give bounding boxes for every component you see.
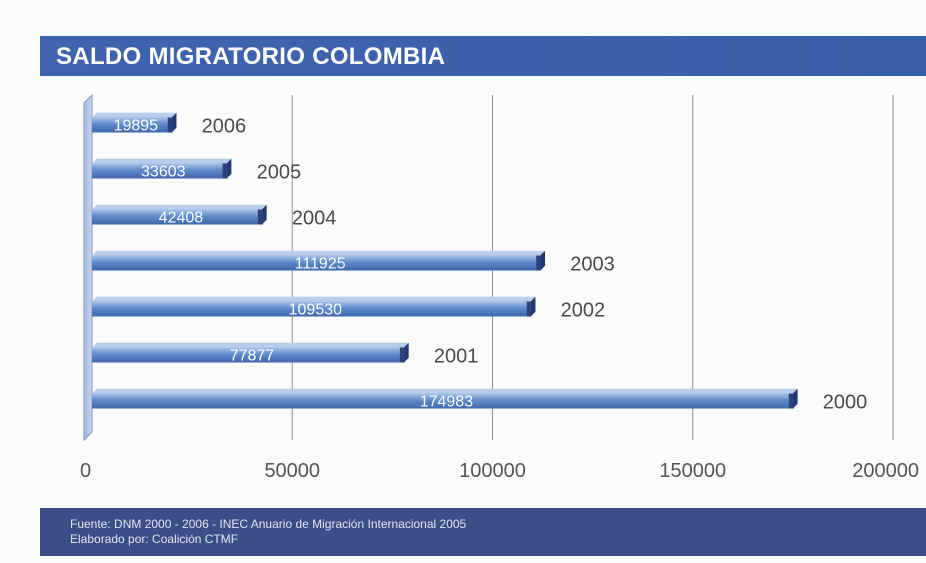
- x-tick-label: 200000: [852, 460, 919, 482]
- bar-end-cap: [261, 204, 267, 225]
- data-label: 111925: [295, 256, 346, 273]
- y-axis-wall: [83, 93, 93, 442]
- bar-2006: 19895 2006: [92, 112, 247, 138]
- bar-2005: 33603 2005: [92, 158, 302, 184]
- x-tick-label: 0: [80, 460, 91, 482]
- data-label: 77877: [230, 348, 275, 365]
- bar-end-shade: [536, 255, 542, 271]
- bar-front-face: [92, 209, 262, 225]
- data-label: 109530: [289, 302, 342, 319]
- bar-top-face: [92, 158, 232, 164]
- bar-top-face: [92, 250, 546, 256]
- category-label: 2000: [823, 392, 868, 414]
- data-label: 174983: [420, 394, 473, 411]
- bar-front-face: [92, 163, 227, 179]
- bar-end-cap: [403, 342, 409, 363]
- footer-source: Fuente: DNM 2000 - 2006 - INEC Anuario d…: [70, 517, 467, 531]
- bar-2001: 77877 2001: [92, 342, 479, 368]
- bar-end-cap: [540, 250, 546, 271]
- x-tick-label: 150000: [659, 460, 726, 482]
- category-label: 2003: [570, 254, 615, 276]
- bar-top-face: [92, 342, 409, 348]
- bar-end-shade: [526, 301, 532, 317]
- category-label: 2002: [561, 300, 606, 322]
- data-label: 19895: [114, 118, 159, 135]
- bar-front-face: [92, 301, 531, 317]
- bar-end-shade: [222, 163, 228, 179]
- bar-end-cap: [171, 112, 177, 133]
- bar-front-face: [92, 117, 172, 133]
- chart-title: SALDO MIGRATORIO COLOMBIA: [56, 43, 446, 70]
- bar-top-face: [92, 112, 177, 118]
- bar-front-face: [92, 347, 404, 363]
- bar-front-face: [92, 255, 541, 271]
- bar-2004: 42408 2004: [92, 204, 337, 230]
- data-label: 42408: [159, 210, 204, 227]
- bar-end-cap: [226, 158, 232, 179]
- bar-top-face: [92, 296, 536, 302]
- bar-end-shade: [257, 209, 263, 225]
- bar-end-cap: [792, 388, 798, 409]
- data-label: 33603: [141, 164, 186, 181]
- bar-end-shade: [167, 117, 173, 133]
- bar-end-shade: [399, 347, 405, 363]
- bar-2000: 174983 2000: [92, 388, 868, 414]
- bar-top-face: [92, 388, 798, 394]
- category-label: 2004: [292, 208, 337, 230]
- bar-top-face: [92, 204, 267, 210]
- bar-end-cap: [530, 296, 536, 317]
- bar-front-face: [92, 393, 793, 409]
- category-label: 2006: [202, 116, 247, 138]
- chart-title-bar: SALDO MIGRATORIO COLOMBIA: [40, 36, 926, 76]
- bar-2002: 109530 2002: [92, 296, 606, 322]
- bar-end-shade: [788, 393, 794, 409]
- footer: Fuente: DNM 2000 - 2006 - INEC Anuario d…: [40, 508, 926, 556]
- footer-credit: Elaborado por: Coalición CTMF: [70, 532, 239, 546]
- bar-chart: 19895 2006 33603 2005 42408 2004 111925 2003 109…: [80, 93, 919, 482]
- x-tick-label: 50000: [264, 460, 320, 482]
- category-label: 2001: [434, 346, 479, 368]
- bar-2003: 111925 2003: [92, 250, 615, 276]
- x-tick-label: 100000: [459, 460, 526, 482]
- category-label: 2005: [257, 162, 302, 184]
